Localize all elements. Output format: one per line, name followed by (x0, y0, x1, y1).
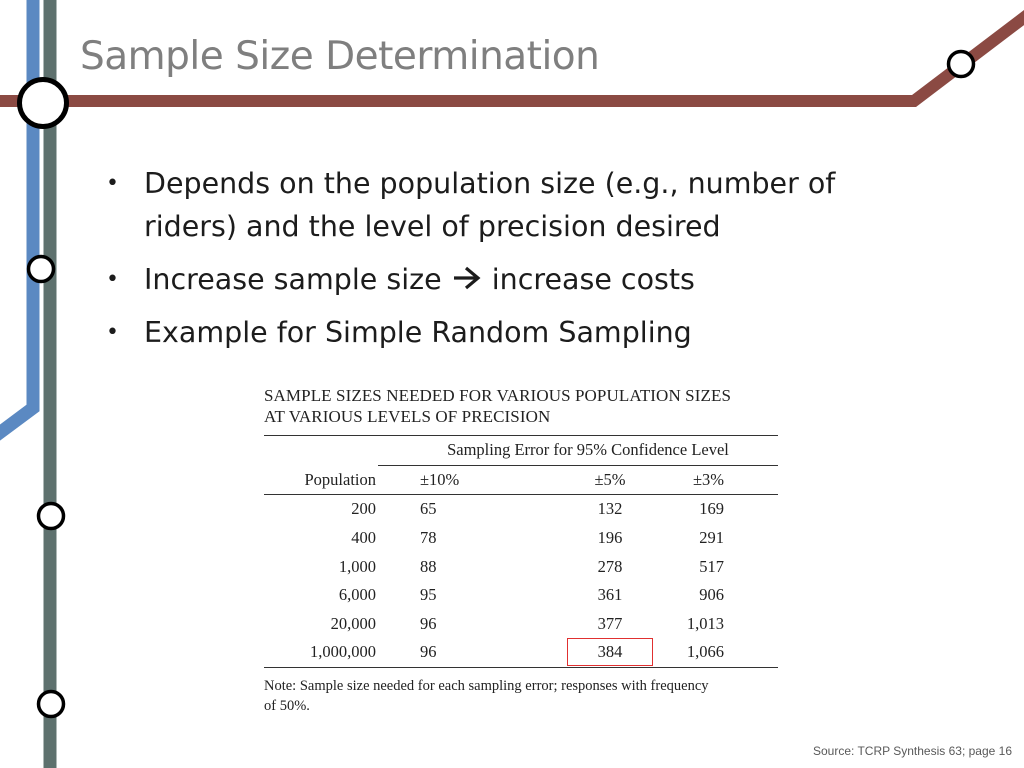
column-header-3pct: ±3% (692, 469, 724, 489)
bullet-text: Example for Simple Random Sampling (144, 316, 692, 349)
table-cell: 132 (597, 499, 623, 519)
sample-size-table-figure: SAMPLE SIZES NEEDED FOR VARIOUS POPULATI… (264, 385, 780, 716)
table-row: 20,000 96 377 1,013 (264, 610, 778, 639)
spanner-header: Sampling Error for 95% Confidence Level (378, 435, 778, 466)
table-cell: 377 (597, 613, 623, 633)
bullet-item: • Example for Simple Random Sampling (102, 311, 902, 354)
column-header-10pct: ±10% (420, 469, 460, 489)
bullet-item: • Increase sample size increase costs (102, 258, 902, 301)
table-caption-line: SAMPLE SIZES NEEDED FOR VARIOUS POPULATI… (264, 386, 732, 405)
blue-transit-line (0, 0, 40, 441)
station-circle (36, 689, 66, 719)
right-arrow-icon (453, 266, 481, 290)
station-circle (946, 49, 976, 79)
bullet-text: increase costs (491, 263, 695, 296)
bullet-dot-icon: • (106, 320, 119, 345)
station-circle (26, 254, 56, 284)
table-cell: 95 (420, 585, 437, 605)
table-caption: SAMPLE SIZES NEEDED FOR VARIOUS POPULATI… (264, 385, 780, 427)
table-empty-cell (264, 436, 378, 466)
station-circle (36, 501, 66, 531)
bullet-dot-icon: • (106, 171, 119, 196)
table-row: 200 65 132 169 (264, 494, 778, 524)
table-cell: 96 (420, 642, 437, 662)
highlight-box: 384 (566, 638, 654, 667)
table-cell: 517 (699, 556, 724, 576)
bullet-item: • Depends on the population size (e.g., … (102, 162, 902, 248)
table-note: Note: Sample size needed for each sampli… (264, 676, 734, 716)
slide-title: Sample Size Determination (80, 34, 600, 79)
table-note-line: of 50%. (264, 697, 310, 714)
table-cell: 361 (597, 585, 623, 605)
table-cell: 96 (420, 613, 437, 633)
table-cell: 1,000,000 (310, 642, 376, 662)
column-header-population: Population (304, 469, 376, 489)
table-row: 6,000 95 361 906 (264, 581, 778, 610)
table-cell: 20,000 (330, 613, 376, 633)
table-note-line: Note: Sample size needed for each sampli… (264, 677, 709, 694)
sample-size-table: Sampling Error for 95% Confidence Level … (264, 435, 778, 668)
table-cell: 196 (597, 528, 623, 548)
table-cell: 400 (351, 528, 376, 548)
brown-transit-line (0, 10, 1024, 107)
table-cell: 1,000 (338, 556, 376, 576)
table-caption-line: AT VARIOUS LEVELS OF PRECISION (264, 407, 551, 426)
table-cell: 169 (699, 499, 724, 519)
table-cell: 906 (699, 585, 724, 605)
table-spanner-row: Sampling Error for 95% Confidence Level (264, 435, 778, 466)
table-cell: 6,000 (338, 585, 376, 605)
table-cell: 1,066 (686, 642, 724, 662)
bullet-list: • Depends on the population size (e.g., … (102, 162, 902, 364)
table-cell: 291 (699, 528, 724, 548)
table-cell-highlighted: 384 (545, 638, 675, 667)
table-row: 400 78 196 291 (264, 524, 778, 553)
table-cell: 278 (597, 556, 623, 576)
table-cell: 200 (351, 499, 376, 519)
table-header-row: Population ±10% ±5% ±3% (264, 465, 778, 495)
table-cell: 78 (420, 528, 437, 548)
table-row: 1,000 88 278 517 (264, 552, 778, 581)
station-circle-large (17, 77, 69, 129)
column-header-5pct: ±5% (594, 469, 626, 489)
source-citation: Source: TCRP Synthesis 63; page 16 (812, 744, 1012, 758)
table-row: 1,000,000 96 384 1,066 (264, 638, 778, 668)
table-cell: 1,013 (686, 613, 724, 633)
table-cell: 65 (420, 499, 437, 519)
bullet-text: Increase sample size (144, 263, 442, 296)
bullet-text: Depends on the population size (e.g., nu… (144, 167, 836, 243)
table-cell: 88 (420, 556, 437, 576)
bullet-dot-icon: • (106, 267, 119, 292)
